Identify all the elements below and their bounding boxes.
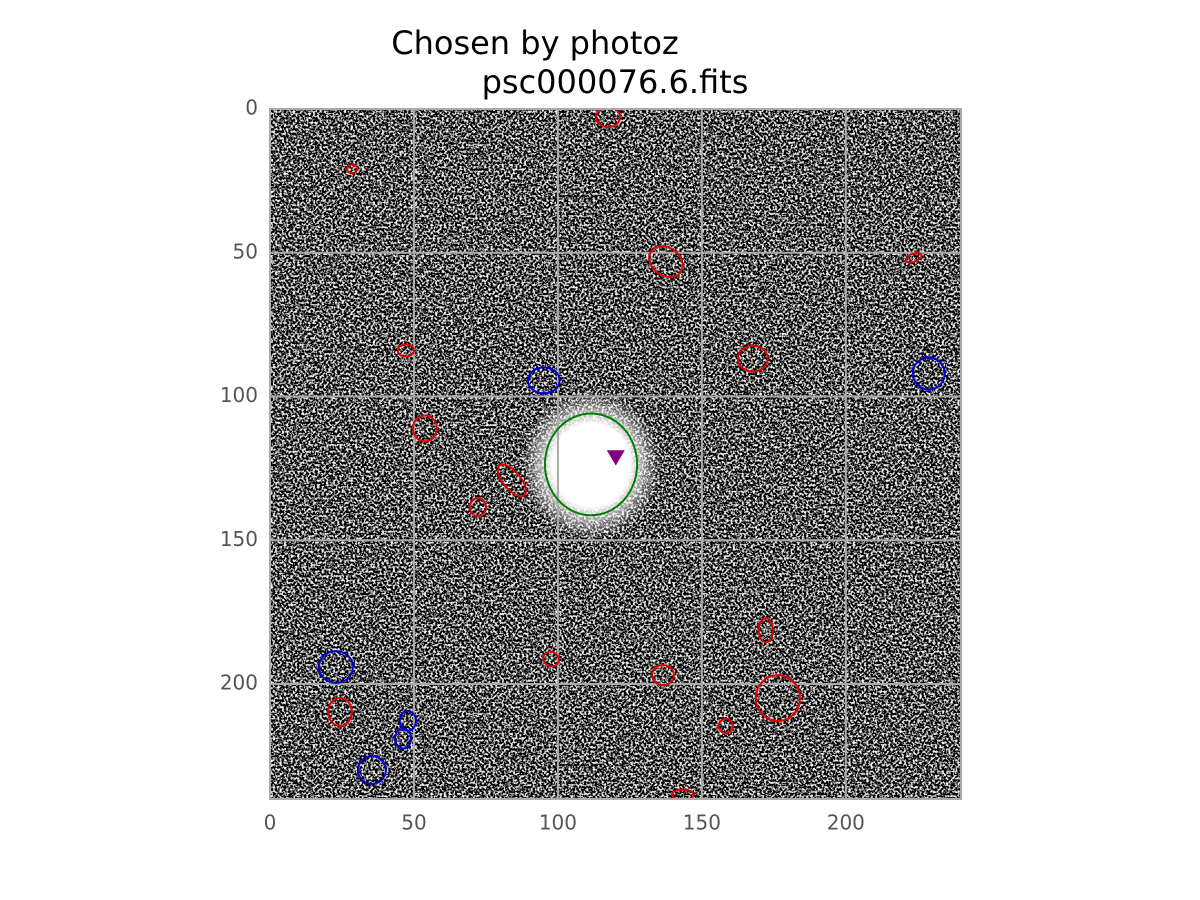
chart-title: Chosen by photoz — [391, 24, 679, 62]
source-ellipse — [736, 344, 769, 373]
source-ellipse — [468, 497, 487, 518]
source-ellipse — [911, 356, 946, 391]
source-ellipse — [543, 412, 639, 517]
source-ellipse — [670, 788, 695, 799]
source-ellipse — [356, 755, 387, 785]
source-ellipse — [317, 650, 354, 684]
x-tick-label: 200 — [827, 811, 865, 835]
source-ellipse — [754, 674, 801, 723]
source-ellipse — [542, 650, 560, 668]
source-ellipse — [717, 717, 734, 735]
target-marker — [606, 450, 625, 466]
source-ellipse — [526, 366, 561, 395]
y-tick-label: 200 — [220, 671, 258, 695]
source-ellipse — [411, 414, 438, 443]
x-tick-label: 50 — [401, 811, 426, 835]
y-tick-label: 0 — [245, 96, 258, 120]
source-ellipse — [346, 163, 359, 175]
source-ellipse — [648, 245, 684, 279]
source-ellipse — [905, 251, 923, 264]
y-tick-label: 100 — [220, 383, 258, 407]
plot-frame — [269, 108, 962, 800]
source-ellipse — [396, 343, 415, 358]
y-tick-label: 50 — [233, 239, 258, 263]
x-tick-label: 0 — [264, 811, 277, 835]
overlays — [317, 109, 946, 799]
source-glow — [521, 390, 661, 540]
source-ellipse — [757, 617, 774, 644]
source-ellipse — [496, 463, 527, 498]
source-ellipse — [651, 664, 675, 687]
x-tick-label: 150 — [683, 811, 721, 835]
source-ellipse — [327, 696, 353, 727]
x-tick-label: 100 — [539, 811, 577, 835]
source-ellipse — [393, 727, 413, 750]
chart-subtitle: psc000076.6.fits — [482, 63, 749, 101]
source-ellipse — [595, 109, 621, 129]
y-tick-label: 150 — [220, 527, 258, 551]
